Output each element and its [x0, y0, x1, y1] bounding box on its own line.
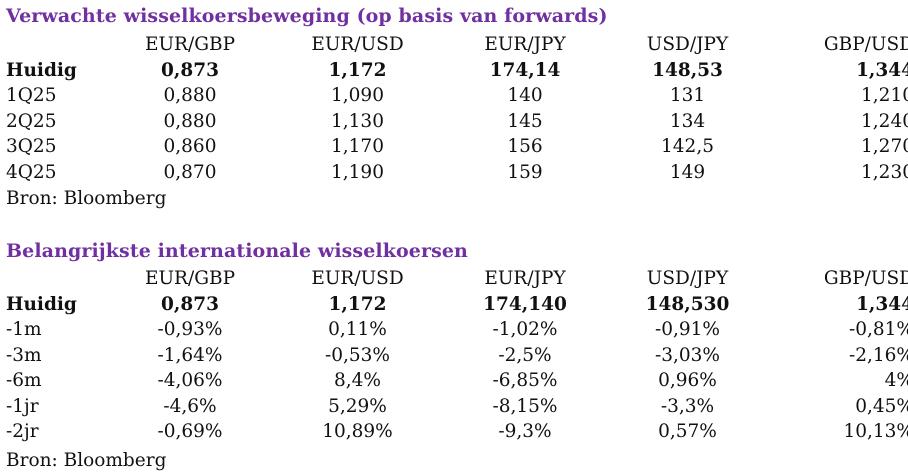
table-cell: -6,85% [492, 370, 558, 392]
table-row: Huidig 0,873 1,172 174,140 148,530 1,344 [0, 292, 908, 318]
table-row: 4Q25 0,870 1,190 159 149 1,230 [0, 160, 908, 186]
table-row: -6m -4,06% 8,4% -6,85% 0,96% 4% [0, 368, 908, 394]
column-header: USD/JPY [646, 34, 729, 56]
table-cell: 10,13% [843, 421, 908, 443]
table-cell: -3,3% [660, 395, 715, 417]
table-cell: -1,64% [157, 344, 223, 366]
table-cell: 134 [669, 110, 706, 132]
table-cell: 1,090 [331, 85, 384, 107]
header-row: EUR/GBP EUR/USD EUR/JPY USD/JPY GBP/USD [0, 32, 908, 58]
row-label: 4Q25 [6, 161, 57, 183]
row-label: Huidig [6, 293, 77, 315]
table-cell: 159 [507, 161, 543, 183]
table-cell: 0,880 [163, 110, 217, 132]
table-cell: 0,57% [658, 421, 717, 443]
row-label: 2Q25 [6, 110, 57, 132]
table-cell: 156 [507, 136, 543, 158]
table-cell: 131 [669, 85, 706, 107]
row-label: -1m [6, 319, 42, 341]
column-header: EUR/USD [311, 34, 404, 56]
table-cell: 1,130 [331, 110, 384, 132]
table-cell: 1,240 [861, 110, 908, 132]
table-cell: 0,96% [658, 370, 717, 392]
table-cell: -8,15% [492, 395, 558, 417]
table-row: 3Q25 0,860 1,170 156 142,5 1,270 [0, 134, 908, 160]
table-cell: -0,91% [654, 319, 721, 341]
table-cell: -4,6% [163, 395, 217, 417]
table-cell: -4,06% [157, 370, 223, 392]
table-cell: 0,870 [163, 161, 217, 183]
row-label: -3m [6, 344, 42, 366]
table-cell: -0,69% [157, 421, 223, 443]
table-cell: 148,530 [645, 293, 730, 315]
table-cell: 0,11% [328, 319, 387, 341]
table-cell: 0,45% [855, 395, 908, 417]
table-cell: 10,89% [322, 421, 393, 443]
column-header: EUR/USD [311, 268, 404, 290]
table-cell: 140 [507, 85, 543, 107]
table-cell: -0,93% [157, 319, 223, 341]
exchange-rates-table-source: Bron: Bloomberg [6, 450, 167, 471]
table-cell: 8,4% [334, 370, 381, 392]
table-cell: -1,02% [492, 319, 558, 341]
table-cell: 1,344 [856, 293, 908, 315]
table-row: -1jr -4,6% 5,29% -8,15% -3,3% 0,45% [0, 394, 908, 420]
table-cell: -2,5% [498, 344, 552, 366]
table-cell: 5,29% [328, 395, 387, 417]
row-label: 1Q25 [6, 85, 57, 107]
table-cell: -9,3% [498, 421, 552, 443]
column-header: USD/JPY [646, 268, 729, 290]
table-row: 2Q25 0,880 1,130 145 134 1,240 [0, 109, 908, 135]
table-cell: 0,873 [161, 293, 219, 315]
column-header: EUR/JPY [484, 34, 566, 56]
table-cell: 1,344 [856, 59, 908, 81]
table-cell: -3,03% [654, 344, 721, 366]
table-row: 1Q25 0,880 1,090 140 131 1,210 [0, 83, 908, 109]
forward-table: EUR/GBP EUR/USD EUR/JPY USD/JPY GBP/USD Huidi… [0, 32, 908, 185]
column-header: GBP/USD [823, 34, 908, 56]
forward-table-source: Bron: Bloomberg [6, 188, 167, 209]
row-label: Huidig [6, 59, 77, 81]
column-header: EUR/JPY [484, 268, 566, 290]
row-label: -6m [6, 370, 42, 392]
table-cell: 1,190 [331, 161, 384, 183]
table-cell: 174,14 [489, 59, 561, 81]
table-cell: 4% [884, 370, 908, 392]
header-row: EUR/GBP EUR/USD EUR/JPY USD/JPY GBP/USD [0, 266, 908, 292]
row-label: -1jr [6, 395, 39, 417]
table-cell: 1,172 [328, 293, 387, 315]
table-cell: 0,880 [163, 85, 217, 107]
table-cell: 1,172 [328, 59, 387, 81]
exchange-rates-table-title: Belangrijkste internationale wisselkoers… [6, 240, 468, 262]
header-corner [0, 266, 110, 292]
column-header: GBP/USD [823, 268, 908, 290]
column-header: EUR/GBP [144, 34, 236, 56]
row-label: -2jr [6, 421, 39, 443]
table-cell: 1,270 [861, 136, 908, 158]
table-cell: 149 [669, 161, 706, 183]
table-cell: 148,53 [652, 59, 723, 81]
table-cell: 1,230 [861, 161, 908, 183]
table-cell: -0,53% [324, 344, 391, 366]
header-corner [0, 32, 110, 58]
row-label: 3Q25 [6, 136, 57, 158]
table-cell: -0,81% [848, 319, 908, 341]
table-cell: 1,170 [331, 136, 384, 158]
table-cell: 145 [507, 110, 543, 132]
table-row: -1m -0,93% 0,11% -1,02% -0,91% -0,81% [0, 317, 908, 343]
table-row: -3m -1,64% -0,53% -2,5% -3,03% -2,16% [0, 343, 908, 369]
exchange-rates-table: EUR/GBP EUR/USD EUR/JPY USD/JPY GBP/USD Huidi… [0, 266, 908, 445]
table-cell: 1,210 [861, 85, 908, 107]
column-header: EUR/GBP [144, 268, 236, 290]
table-cell: -2,16% [848, 344, 908, 366]
table-row: Huidig 0,873 1,172 174,14 148,53 1,344 [0, 58, 908, 84]
table-cell: 142,5 [661, 136, 714, 158]
table-cell: 0,873 [161, 59, 219, 81]
table-cell: 0,860 [163, 136, 217, 158]
table-cell: 174,140 [483, 293, 567, 315]
forward-table-title: Verwachte wisselkoersbeweging (op basis … [6, 5, 608, 27]
table-row: -2jr -0,69% 10,89% -9,3% 0,57% 10,13% [0, 419, 908, 445]
